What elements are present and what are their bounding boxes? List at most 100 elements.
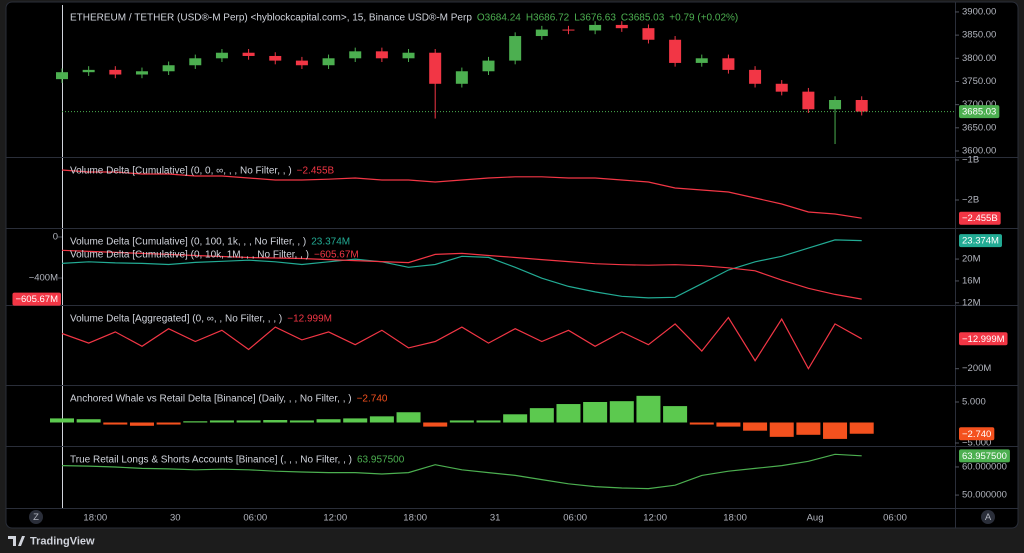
candle-body	[669, 39, 682, 63]
last-value-label: 63.957500	[962, 451, 1007, 462]
series-line	[61, 453, 862, 490]
bar	[529, 408, 554, 423]
legend-text: H3686.72	[526, 13, 570, 24]
legend-text: Volume Delta [Aggregated] (0, ∞, , No Fi…	[70, 314, 282, 325]
bar	[76, 419, 101, 423]
y-tick-label: 3850.00	[962, 30, 996, 41]
y-tick-label: 20M	[962, 254, 981, 265]
x-tick-label: 06:00	[563, 513, 587, 524]
bar	[743, 422, 768, 431]
series-line	[61, 169, 862, 219]
bar	[183, 421, 208, 423]
legend-text: Volume Delta [Cumulative] (0, 0, ∞, , , …	[70, 166, 292, 177]
y2-tick-label: 0	[53, 232, 58, 243]
x-tick-label: 12:00	[643, 513, 667, 524]
bar	[289, 420, 314, 423]
candle-body	[615, 24, 628, 29]
button-label[interactable]: A	[985, 512, 992, 523]
legend-text: −12.999M	[287, 314, 332, 325]
last-value-box	[959, 449, 1010, 463]
brand-logo	[8, 536, 25, 546]
last-value-label: −605.67M	[15, 294, 58, 305]
candle-body	[562, 29, 575, 31]
bar	[316, 419, 341, 423]
legend-text: 63.957500	[357, 455, 405, 466]
candle-body	[189, 58, 202, 66]
candle-body	[509, 36, 522, 61]
bar	[343, 418, 368, 423]
button-label[interactable]: Z	[33, 512, 39, 523]
y-tick-label: 5.000	[962, 397, 986, 408]
y-tick-label: −1B	[962, 155, 979, 166]
y-tick-label: 3900.00	[962, 6, 996, 17]
candle-body	[349, 51, 362, 59]
last-value-box	[12, 292, 61, 306]
y2-tick-label: −400M	[29, 273, 58, 284]
last-value-label: 3685.03	[962, 107, 996, 118]
bar	[503, 414, 528, 423]
bar	[689, 422, 714, 425]
bar	[449, 420, 474, 423]
last-value-label: −2.740	[962, 429, 991, 440]
legend-text: −2.740	[357, 394, 388, 405]
bar	[129, 422, 154, 426]
bar	[396, 412, 421, 423]
x-tick-label: 31	[490, 513, 501, 524]
last-value-label: −2.455B	[962, 213, 998, 224]
legend-text: O3684.24	[477, 13, 521, 24]
candle-body	[269, 55, 282, 61]
last-value-box	[959, 105, 1000, 119]
legend-text: 23.374M	[311, 237, 350, 248]
y-tick-label: 12M	[962, 297, 981, 308]
y-tick-label: 3600.00	[962, 145, 996, 156]
candle-body	[56, 72, 68, 80]
candle-body	[375, 51, 388, 59]
bar	[663, 406, 688, 423]
candle-body	[322, 58, 335, 66]
last-value-box	[959, 234, 1002, 248]
x-tick-label: 06:00	[883, 513, 907, 524]
x-tick-label: 18:00	[403, 513, 427, 524]
bar	[369, 416, 394, 423]
candle-body	[242, 52, 255, 56]
legend-text: Anchored Whale vs Retail Delta [Binance]…	[70, 394, 352, 405]
x-tick-label: 30	[170, 513, 181, 524]
candle-body	[109, 69, 122, 75]
legend-text: +0.79 (+0.02%)	[669, 13, 738, 24]
x-tick-label: 18:00	[83, 513, 107, 524]
candle-body	[775, 83, 788, 92]
candle-body	[162, 65, 175, 72]
series-line	[61, 239, 862, 299]
bar	[209, 420, 234, 423]
y-tick-label: −5.000	[962, 438, 991, 449]
candle-body	[402, 52, 415, 59]
bar	[556, 404, 581, 423]
legend-text: C3685.03	[621, 13, 665, 24]
y-tick-label: −2B	[962, 195, 979, 206]
bar	[716, 422, 741, 427]
chart-frame	[5, 1, 1019, 529]
bar	[796, 422, 821, 435]
x-tick-label: 12:00	[323, 513, 347, 524]
bar	[609, 401, 634, 423]
bar	[423, 422, 448, 427]
last-value-label: 23.374M	[962, 236, 999, 247]
y-tick-label: 3700.00	[962, 99, 996, 110]
y-tick-label: −200M	[962, 363, 991, 374]
legend-text: −605.67M	[314, 250, 359, 261]
x-tick-label: 06:00	[243, 513, 267, 524]
legend-text: ETHEREUM / TETHER (USD®-M Perp) <hyblock…	[70, 13, 472, 24]
last-value-box	[959, 332, 1008, 346]
bar	[236, 420, 261, 423]
candle-body	[455, 71, 468, 84]
button[interactable]	[981, 510, 995, 524]
candle-body	[82, 69, 95, 73]
last-value-box	[959, 211, 1001, 225]
button[interactable]	[29, 510, 43, 524]
y-tick-label: 3750.00	[962, 76, 996, 87]
bar	[583, 401, 608, 423]
candle-body	[855, 100, 868, 112]
candle-body	[749, 69, 762, 84]
